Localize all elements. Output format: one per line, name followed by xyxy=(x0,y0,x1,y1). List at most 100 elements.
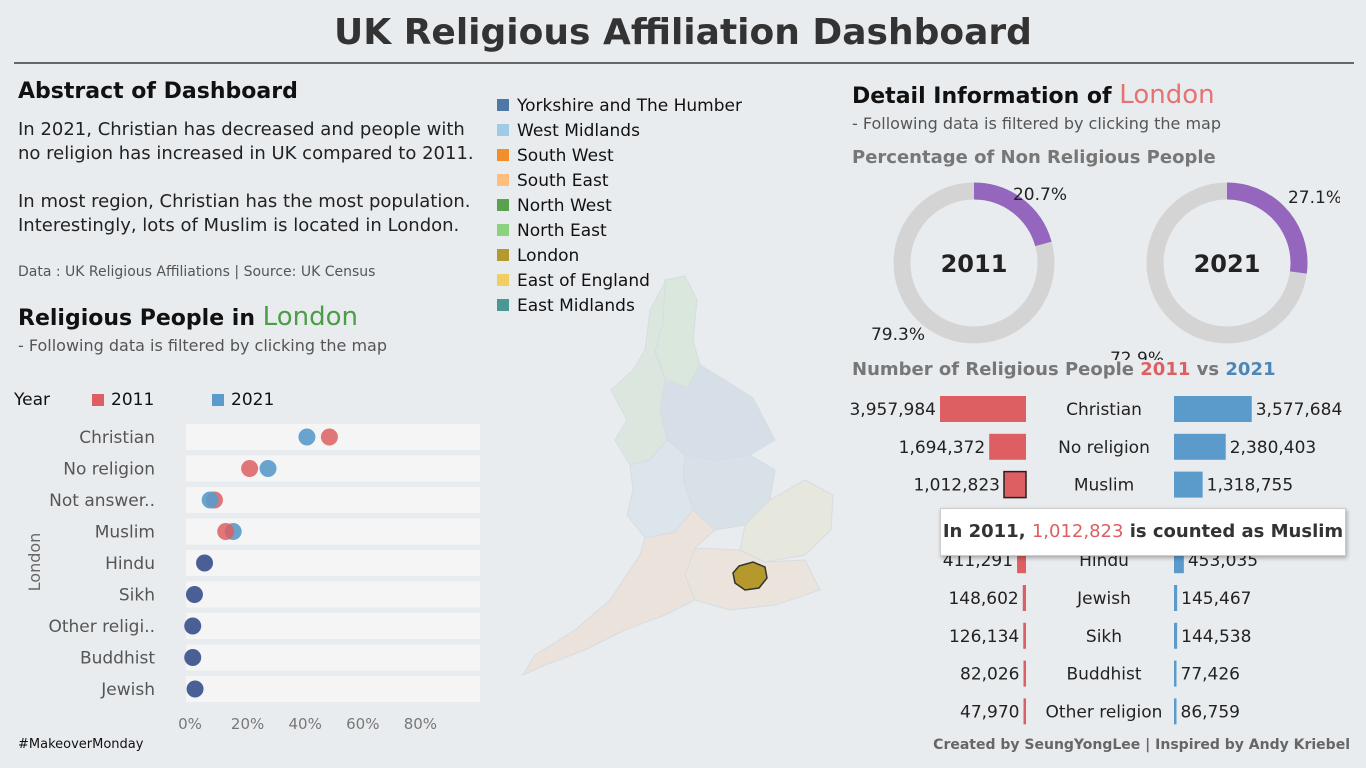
donut-pct-label: 79.3% xyxy=(871,325,925,345)
region-swatch xyxy=(497,149,509,161)
region-swatch xyxy=(497,249,509,261)
bar-2021-value: 144,538 xyxy=(1181,627,1251,647)
region-legend-item[interactable]: London xyxy=(497,246,579,266)
detail-heading-prefix: Detail Information of xyxy=(852,84,1112,109)
selected-region-label: London xyxy=(262,302,358,332)
dot-row-band xyxy=(186,676,480,702)
bar-2011-value: 82,026 xyxy=(960,665,1019,685)
dot-2021 xyxy=(298,428,316,446)
map-region-south-west[interactable] xyxy=(521,509,716,677)
detail-heading: Detail Information of London xyxy=(852,80,1215,110)
map-region-london[interactable] xyxy=(732,561,768,591)
donut-pct-label: 20.7% xyxy=(1013,185,1067,205)
dot-category-label: Sikh xyxy=(119,586,155,606)
dot-overlap xyxy=(184,617,202,635)
bar-2021-value: 3,577,684 xyxy=(1256,400,1343,420)
bar-2011-value: 3,957,984 xyxy=(849,400,936,420)
religious-number-heading-2011: 2011 xyxy=(1140,359,1191,380)
donut-non-religious-arc xyxy=(893,182,1055,344)
dot-category-label: Jewish xyxy=(100,680,155,700)
dot-row-band xyxy=(186,581,480,608)
bar-2021 xyxy=(1174,547,1184,574)
legend-2011-swatch[interactable] xyxy=(92,394,104,406)
bar-2021 xyxy=(1174,433,1226,460)
bar-category-label: Jewish xyxy=(1076,589,1131,609)
bar-2021-value: 86,759 xyxy=(1181,702,1240,722)
bar-2021 xyxy=(1174,622,1178,649)
region-legend-label: London xyxy=(517,246,580,266)
bar-category-label: No religion xyxy=(1058,438,1150,458)
makeover-monday-tag: #MakeoverMonday xyxy=(18,737,144,752)
england-region-map[interactable] xyxy=(515,270,845,690)
map-region-north-west[interactable] xyxy=(610,281,668,466)
tooltip-suffix: is counted as Muslim xyxy=(1129,521,1344,542)
region-legend-item[interactable]: West Midlands xyxy=(497,121,640,141)
tooltip-value: 1,012,823 xyxy=(1031,521,1124,542)
dot-2011 xyxy=(241,460,259,477)
region-legend-label: North East xyxy=(517,221,607,241)
region-swatch xyxy=(497,299,509,311)
donut-pct-label: 27.1% xyxy=(1288,188,1340,208)
bar-2011 xyxy=(1023,698,1026,725)
year-legend-title: Year xyxy=(14,390,50,410)
dot-row-band xyxy=(186,487,480,513)
x-tick-label: 20% xyxy=(231,715,264,733)
dot-category-label: Buddhist xyxy=(80,649,155,669)
region-swatch xyxy=(497,99,509,111)
donut-non-religious-arc xyxy=(1146,182,1308,344)
region-legend-item[interactable]: South West xyxy=(497,146,614,166)
region-legend-label: North West xyxy=(517,196,612,216)
dot-overlap xyxy=(186,680,204,698)
bar-2011 xyxy=(1023,622,1026,649)
legend-2021-swatch[interactable] xyxy=(212,394,224,406)
region-legend-item[interactable]: South East xyxy=(497,171,609,191)
dot-category-label: Muslim xyxy=(95,523,155,543)
dashboard-title: UK Religious Affiliation Dashboard xyxy=(334,12,1032,53)
bar-category-label: Other religion xyxy=(1046,702,1163,722)
religious-number-bar-chart: 3,957,984 3,577,684 Christian 1,694,372 2,38… xyxy=(849,396,1343,725)
abstract-heading: Abstract of Dashboard xyxy=(18,79,298,104)
bar-2011-value: 47,970 xyxy=(960,702,1019,722)
bar-2011 xyxy=(1003,470,1027,499)
donut-charts: 2011 20.7% 79.3% 2021 27.1% 72.9% xyxy=(871,182,1340,360)
bar-category-label: Sikh xyxy=(1086,627,1122,647)
data-source: Data : UK Religious Affiliations | Sourc… xyxy=(18,264,376,280)
dot-overlap xyxy=(196,554,214,572)
bar-2021 xyxy=(1174,585,1178,611)
bar-category-label: Hindu xyxy=(1079,551,1129,571)
dot-row-band xyxy=(186,613,480,639)
region-legend-label: East of England xyxy=(517,271,650,291)
dot-category-label: Christian xyxy=(79,428,155,448)
region-swatch xyxy=(497,199,509,211)
dot-category-label: Not answer.. xyxy=(49,491,155,511)
author-credit: Created by SeungYongLee | Inspired by An… xyxy=(933,737,1350,753)
non-religious-pct-heading: Percentage of Non Religious People xyxy=(852,147,1216,168)
region-swatch xyxy=(497,224,509,236)
region-legend-item[interactable]: East of England xyxy=(497,271,650,291)
legend-2011-label[interactable]: 2011 xyxy=(111,390,155,410)
chart-tooltip: In 2011, 1,012,823 is counted as Muslim xyxy=(940,508,1346,556)
religious-people-heading-prefix: Religious People in xyxy=(18,306,255,331)
religious-number-heading-vs: vs xyxy=(1196,359,1220,380)
region-legend-item[interactable]: East Midlands xyxy=(497,296,635,316)
region-legend-label: East Midlands xyxy=(517,296,635,316)
legend-2021-label[interactable]: 2021 xyxy=(231,390,275,410)
title-divider xyxy=(14,62,1354,64)
religious-number-heading-prefix: Number of Religious People xyxy=(852,359,1134,380)
region-legend-item[interactable]: Yorkshire and The Humber xyxy=(497,96,742,116)
religious-number-heading: Number of Religious People 2011 vs 2021 xyxy=(852,359,1276,380)
region-legend-label: South West xyxy=(517,146,614,166)
donut-pct-label: 72.9% xyxy=(1110,349,1164,360)
bar-2011 xyxy=(940,396,1026,422)
donut-year-label: 2011 xyxy=(941,250,1008,278)
bar-2011-value: 1,694,372 xyxy=(899,438,986,458)
dot-2021 xyxy=(201,491,219,509)
region-legend-label: Yorkshire and The Humber xyxy=(517,96,742,116)
bar-2021 xyxy=(1174,698,1177,725)
bar-2021-value: 453,035 xyxy=(1188,551,1258,571)
bar-2011 xyxy=(1022,585,1026,611)
region-legend-item[interactable]: North East xyxy=(497,221,607,241)
region-swatch xyxy=(497,274,509,286)
region-legend-item[interactable]: North West xyxy=(497,196,612,216)
dot-2011 xyxy=(320,428,338,446)
